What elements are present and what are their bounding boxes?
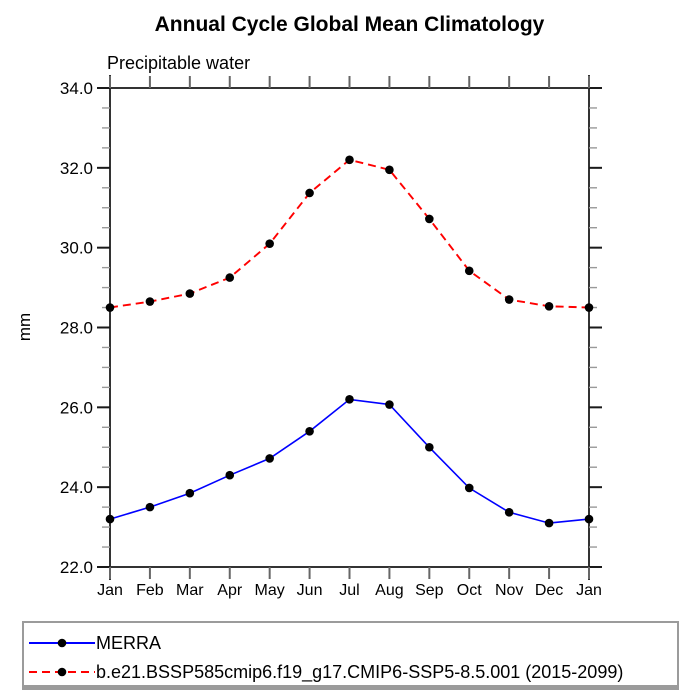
legend-marker bbox=[57, 638, 67, 647]
x-tick-label: Feb bbox=[136, 582, 164, 599]
x-tick-label: May bbox=[255, 582, 285, 599]
data-point-marker bbox=[504, 508, 514, 517]
legend-item-model: b.e21.BSSP585cmip6.f19_g17.CMIP6-SSP5-8.… bbox=[28, 657, 677, 686]
data-point-marker bbox=[345, 155, 354, 165]
data-point-marker bbox=[185, 289, 195, 298]
y-tick-label: 32.0 bbox=[60, 159, 93, 178]
chart-title: Annual Cycle Global Mean Climatology bbox=[155, 13, 545, 36]
data-point-marker bbox=[105, 303, 115, 312]
y-axis-label: mm bbox=[15, 313, 34, 341]
data-point-marker bbox=[464, 266, 474, 276]
data-point-marker bbox=[345, 395, 354, 404]
legend-marker bbox=[57, 667, 67, 676]
data-point-marker bbox=[584, 514, 594, 524]
data-point-marker bbox=[584, 303, 594, 312]
y-tick-label: 26.0 bbox=[60, 398, 93, 417]
x-tick-label: Jan bbox=[97, 582, 123, 599]
legend-line-sample-model bbox=[29, 667, 95, 676]
data-point-marker bbox=[225, 470, 235, 480]
data-point-marker bbox=[305, 188, 314, 198]
data-point-marker bbox=[145, 502, 155, 512]
y-tick-label: 22.0 bbox=[60, 558, 93, 577]
x-tick-label: Oct bbox=[457, 582, 482, 599]
x-tick-label: Jun bbox=[297, 582, 323, 599]
x-tick-label: Mar bbox=[176, 582, 204, 599]
legend-label-model: b.e21.BSSP585cmip6.f19_g17.CMIP6-SSP5-8.… bbox=[96, 661, 624, 682]
y-tick-label: 30.0 bbox=[60, 239, 93, 258]
plot-frame bbox=[97, 75, 602, 580]
x-tick-label: Dec bbox=[535, 582, 563, 599]
data-point-marker bbox=[385, 400, 394, 409]
x-tick-label: Apr bbox=[217, 582, 243, 599]
legend-box: MERRA b.e21.BSSP585cmip6.f19_g17.CMIP6-S… bbox=[22, 621, 679, 690]
y-axis-ticks: 22.0 24.0 26.0 28.0 30.0 32.0 34.0 bbox=[60, 79, 602, 577]
data-point-marker bbox=[425, 442, 434, 452]
y-tick-label: 28.0 bbox=[60, 318, 93, 337]
data-series bbox=[105, 155, 594, 528]
y-tick-label: 34.0 bbox=[60, 79, 93, 98]
data-point-marker bbox=[145, 297, 155, 306]
y-tick-label: 24.0 bbox=[60, 478, 93, 497]
x-tick-label: Jul bbox=[339, 582, 359, 599]
data-point-marker bbox=[265, 239, 274, 248]
data-point-marker bbox=[544, 518, 554, 528]
series-line-1 bbox=[109, 158, 590, 309]
data-point-marker bbox=[265, 454, 274, 463]
x-axis-ticks: Jan Feb Mar Apr May Jun Jul Aug Sep Oct Nov Dec Jan bbox=[97, 76, 602, 599]
x-tick-label: Aug bbox=[375, 582, 403, 599]
data-point-marker bbox=[305, 426, 314, 436]
plot-svg: Annual Cycle Global Mean Climatology Pre… bbox=[15, 13, 602, 599]
legend-item-merra: MERRA bbox=[28, 628, 677, 657]
chart-subtitle: Precipitable water bbox=[107, 53, 250, 73]
legend-line-sample-merra bbox=[29, 638, 95, 647]
data-point-marker bbox=[185, 488, 195, 498]
legend-label-merra: MERRA bbox=[96, 632, 162, 653]
data-point-marker bbox=[225, 273, 235, 282]
data-point-marker bbox=[385, 165, 394, 175]
series-line-0 bbox=[109, 398, 590, 524]
data-point-marker bbox=[105, 514, 115, 524]
x-tick-label: Jan bbox=[576, 582, 602, 599]
data-point-marker bbox=[544, 302, 554, 311]
x-tick-label: Nov bbox=[495, 582, 523, 599]
data-point-marker bbox=[504, 295, 514, 304]
x-tick-label: Sep bbox=[415, 582, 444, 599]
data-point-marker bbox=[464, 483, 474, 493]
data-point-marker bbox=[425, 214, 434, 224]
